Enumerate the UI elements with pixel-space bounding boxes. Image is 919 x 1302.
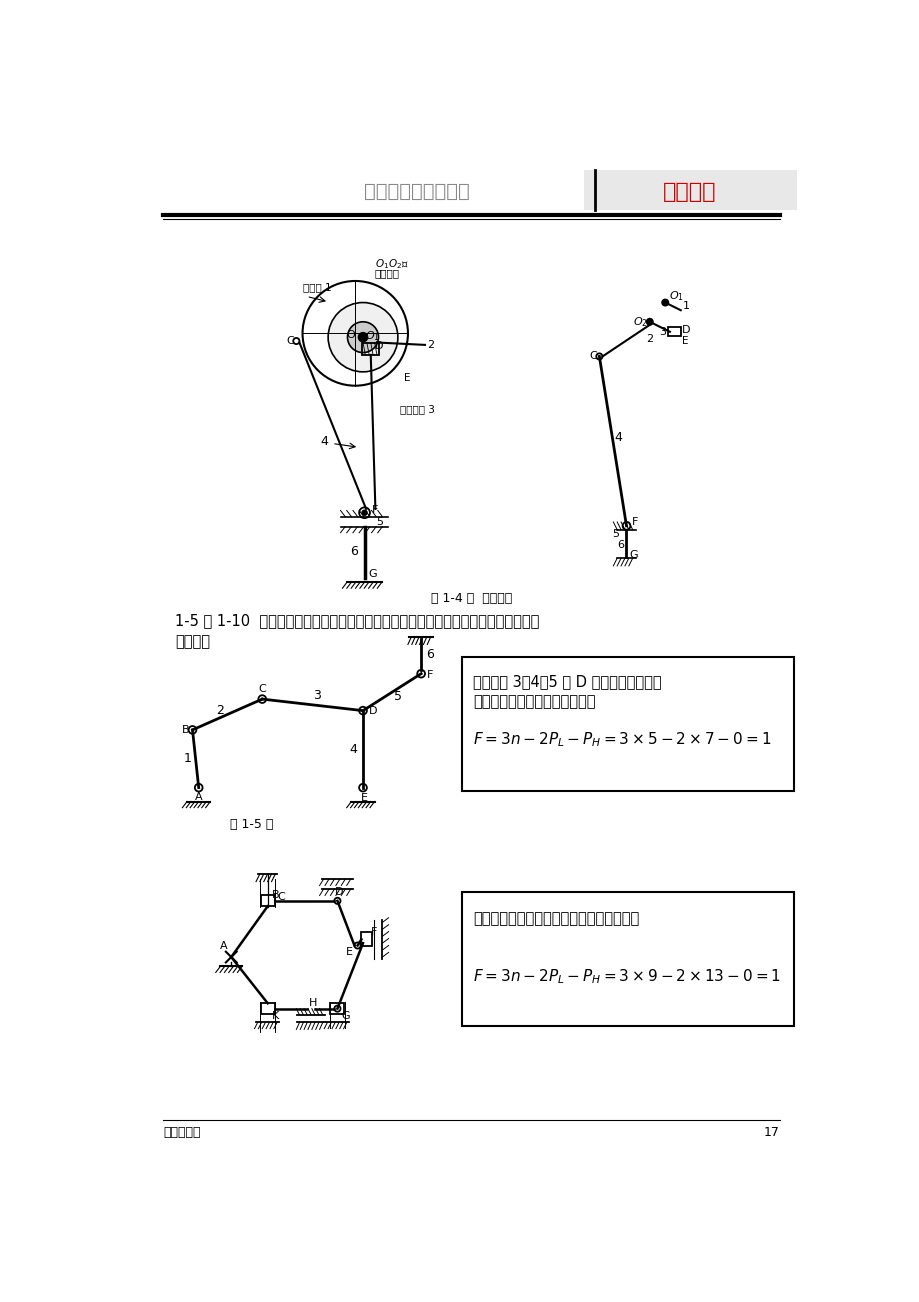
Text: C: C: [589, 352, 596, 362]
Text: 固定轴心: 固定轴心: [374, 268, 399, 279]
Text: B: B: [181, 725, 189, 734]
Text: $O_1$: $O_1$: [364, 328, 380, 342]
Text: 1: 1: [682, 301, 689, 311]
Bar: [584, 171, 796, 210]
Bar: [461, 656, 793, 792]
Text: K: K: [271, 1010, 278, 1021]
Text: C: C: [258, 684, 266, 694]
Bar: [330, 1004, 344, 1014]
Bar: [667, 327, 680, 336]
Text: $F=3n-2P_L-P_H=3\times5-2\times7-0=1$: $F=3n-2P_L-P_H=3\times5-2\times7-0=1$: [472, 730, 770, 749]
Text: A: A: [195, 792, 202, 802]
Text: $O_1O_2$为: $O_1O_2$为: [374, 256, 408, 271]
Bar: [361, 932, 372, 947]
Text: $O_2$: $O_2$: [632, 315, 647, 328]
Text: 4: 4: [614, 431, 622, 444]
Text: E: E: [360, 793, 368, 802]
Text: 2: 2: [216, 704, 223, 717]
Text: C: C: [277, 892, 284, 902]
Text: 6: 6: [426, 648, 434, 661]
Text: 1-5 至 1-10  指出机构运动简图中的复合铰链、局部自由度和虚约束，并计算各机构的: 1-5 至 1-10 指出机构运动简图中的复合铰链、局部自由度和虚约束，并计算各…: [176, 613, 539, 628]
Text: 1: 1: [183, 751, 191, 764]
Text: 同一构件 3: 同一构件 3: [400, 404, 435, 414]
Bar: [260, 1004, 275, 1014]
Text: 2: 2: [426, 340, 434, 350]
Text: E: E: [682, 336, 688, 346]
Text: 5: 5: [612, 529, 618, 539]
Text: 链，没有局部自由度和虚约束。: 链，没有局部自由度和虚约束。: [472, 694, 595, 708]
Text: 4: 4: [348, 742, 357, 755]
Text: $O_1$: $O_1$: [668, 289, 684, 303]
Text: E: E: [403, 372, 410, 383]
Text: 自由度。: 自由度。: [176, 634, 210, 648]
Text: 4: 4: [320, 435, 328, 448]
Text: 页眉页脚可一键删除: 页眉页脚可一键删除: [364, 182, 470, 202]
Text: G: G: [629, 551, 638, 560]
Text: 3: 3: [312, 689, 320, 702]
Text: 6: 6: [350, 544, 358, 557]
Circle shape: [362, 510, 367, 516]
Text: A: A: [221, 941, 228, 952]
Circle shape: [328, 302, 397, 372]
Text: F: F: [426, 671, 433, 680]
Text: G: G: [341, 1010, 349, 1021]
Text: 仅供参考: 仅供参考: [663, 182, 716, 202]
Text: B: B: [271, 889, 278, 900]
Bar: [260, 896, 275, 906]
Text: G: G: [368, 569, 377, 579]
Text: 5: 5: [393, 690, 402, 703]
Text: O: O: [346, 329, 355, 340]
Text: 17: 17: [764, 1126, 779, 1139]
Text: 借鉴答案类: 借鉴答案类: [163, 1126, 200, 1139]
Text: 2: 2: [645, 335, 652, 345]
Circle shape: [646, 319, 652, 326]
Text: H: H: [309, 999, 317, 1008]
Bar: [461, 892, 793, 1026]
Circle shape: [662, 299, 667, 306]
Text: 原动件 1: 原动件 1: [302, 283, 331, 292]
Text: 题 1-4 图  冲压机构: 题 1-4 图 冲压机构: [430, 591, 512, 604]
Text: E: E: [346, 947, 353, 957]
Text: D: D: [374, 341, 382, 350]
Text: 题 1-5 图: 题 1-5 图: [230, 818, 273, 831]
Text: 解：构件 3、4、5 在 D 处形成一个复合铰: 解：构件 3、4、5 在 D 处形成一个复合铰: [472, 674, 661, 689]
Text: D: D: [682, 326, 690, 335]
Bar: [362, 342, 379, 355]
Text: D: D: [335, 887, 343, 897]
Circle shape: [358, 332, 368, 342]
Text: D: D: [369, 706, 378, 716]
Text: 5: 5: [376, 517, 382, 527]
Text: 3: 3: [658, 327, 665, 337]
Text: 解：没有复合铰链、局部自由度和虚约束。: 解：没有复合铰链、局部自由度和虚约束。: [472, 911, 639, 926]
Text: F: F: [372, 505, 379, 516]
Text: $F=3n-2P_L-P_H=3\times9-2\times13-0=1$: $F=3n-2P_L-P_H=3\times9-2\times13-0=1$: [472, 967, 780, 986]
Text: F: F: [631, 517, 638, 527]
Text: C: C: [286, 336, 294, 346]
Text: F: F: [370, 927, 377, 936]
Circle shape: [347, 322, 378, 353]
Text: 6: 6: [617, 540, 623, 549]
